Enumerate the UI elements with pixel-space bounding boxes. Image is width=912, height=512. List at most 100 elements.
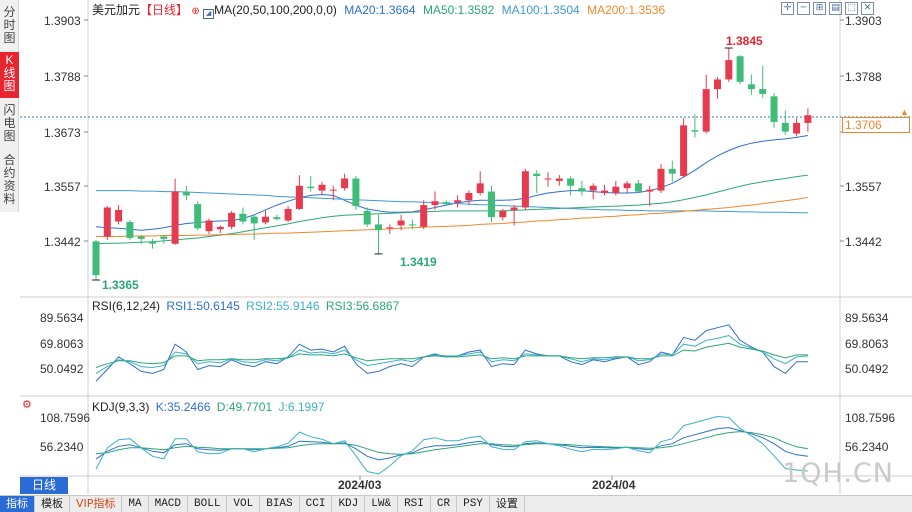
candle-body <box>284 208 292 221</box>
kdj_k-line <box>95 427 808 461</box>
candle-body <box>228 212 236 227</box>
indicator-tab-bar: 指标 模板 VIP指标 MA MACD BOLL VOL BIAS CCI KD… <box>0 495 912 512</box>
price-arrow-icon: ▲ <box>900 107 909 117</box>
zoom-out-icon[interactable]: ─ <box>797 2 810 15</box>
candle-body <box>680 125 688 177</box>
candle-body <box>363 210 371 225</box>
ma100-value: MA100:1.3504 <box>501 3 580 17</box>
kdj-k-value: K:35.2466 <box>155 400 211 414</box>
kdj-title: KDJ(9,3,3) <box>92 400 150 414</box>
candle-body <box>793 122 801 134</box>
right-axis-label: 1.3442 <box>845 235 882 249</box>
kdj-legend: KDJ(9,3,3) K:35.2466 D:49.7701 J:6.1997 <box>92 400 325 414</box>
close-icon[interactable]: ✕ <box>861 2 874 15</box>
candle-body <box>567 178 575 186</box>
tab-flash[interactable]: 闪电图 <box>3 103 16 143</box>
tab-contract-info[interactable]: 合约资料 <box>3 153 16 206</box>
candle-body <box>668 168 676 174</box>
tab-psy[interactable]: PSY <box>457 496 490 512</box>
left-axis-label: 1.3557 <box>44 180 81 194</box>
kdj-axis-label-right: 108.7596 <box>845 411 896 425</box>
period-tab-daily[interactable]: 日线 <box>20 477 68 494</box>
tab-boll[interactable]: BOLL <box>188 496 228 512</box>
tab-timeshare[interactable]: 分时图 <box>3 5 16 45</box>
right-axis-label: 1.3788 <box>845 70 882 84</box>
right-axis-label: 1.3557 <box>845 180 882 194</box>
candle-body <box>544 178 552 180</box>
candle-body <box>714 79 721 90</box>
candle-body <box>205 220 213 232</box>
candle-body <box>736 56 744 82</box>
candle-body <box>759 89 767 94</box>
tile-icon[interactable]: ▤ <box>829 2 842 15</box>
settings-icon[interactable]: ⊕ <box>191 6 200 17</box>
left-axis-label: 1.3903 <box>44 14 81 28</box>
move-icon[interactable]: ⊞ <box>813 2 826 15</box>
candle-body <box>657 168 665 191</box>
left-axis-label: 1.3673 <box>44 126 81 140</box>
candle-body <box>533 173 541 177</box>
moving-averages <box>95 135 808 245</box>
candle-body <box>499 210 507 218</box>
current-price-tag: 1.3706 <box>842 117 910 133</box>
candle-body <box>149 241 156 244</box>
indicator-settings-icon[interactable]: ⚙ <box>22 399 32 411</box>
candle-body <box>92 241 100 276</box>
candle-body <box>250 216 258 224</box>
ma50-line <box>95 174 808 245</box>
candle-body <box>171 191 179 244</box>
candle-body <box>691 130 699 132</box>
fullscreen-icon[interactable]: ⬚ <box>845 2 858 15</box>
candle-body <box>352 178 360 207</box>
period-tag: 【日线】 <box>140 3 189 17</box>
tab-lw[interactable]: LW& <box>365 496 399 512</box>
tab-vip-indicators[interactable]: VIP指标 <box>70 496 123 512</box>
ma200-line <box>96 196 808 237</box>
symbol-name: 美元加元 <box>92 3 141 17</box>
tab-settings[interactable]: 设置 <box>490 496 525 512</box>
tab-bias[interactable]: BIAS <box>260 496 300 512</box>
low-price-label: 1.3365 <box>102 278 139 292</box>
tab-indicators[interactable]: 指标 <box>0 496 35 512</box>
candle-body <box>386 227 394 229</box>
rsi-legend: RSI(6,12,24) RSI1:50.6145 RSI2:55.9146 R… <box>92 299 399 313</box>
rsi-axis-label: 89.5634 <box>40 311 84 325</box>
tab-templates[interactable]: 模板 <box>35 496 70 512</box>
tab-cr[interactable]: CR <box>431 496 458 512</box>
tab-cci[interactable]: CCI <box>300 496 333 512</box>
candle-body <box>476 183 484 194</box>
ma20-value: MA20:1.3664 <box>344 3 416 17</box>
left-axis-label: 1.3442 <box>44 235 81 249</box>
rsi3-value: RSI3:56.6867 <box>325 299 400 313</box>
tab-vol[interactable]: VOL <box>227 496 261 512</box>
kdj_d-line <box>95 431 808 455</box>
candle-body <box>804 115 812 123</box>
crosshair-icon[interactable]: ✛ <box>781 2 794 15</box>
swing-low-label: 1.3419 <box>400 255 437 269</box>
candle-body <box>160 236 168 239</box>
rsi-axis-label-right: 50.0492 <box>845 362 889 376</box>
tab-kdj[interactable]: KDJ <box>332 496 366 512</box>
candle-body <box>194 204 202 229</box>
rsi-axis-label: 69.8063 <box>40 337 84 351</box>
rsi1-line <box>95 324 808 382</box>
kdj-axis-label: 56.2340 <box>40 440 84 454</box>
candle-body <box>126 222 134 238</box>
kdj-axis-label-right: 56.2340 <box>845 440 889 454</box>
rsi2-value: RSI2:55.9146 <box>246 299 320 313</box>
tab-macd[interactable]: MACD <box>149 496 189 512</box>
candle-body <box>578 188 586 192</box>
candlesticks <box>92 48 812 280</box>
ma20-line <box>95 135 808 231</box>
rsi-axis-label: 50.0492 <box>40 362 84 376</box>
date-label: 2024/03 <box>338 478 382 492</box>
tab-rsi[interactable]: RSI <box>398 496 431 512</box>
candle-body <box>623 183 631 189</box>
chart-canvas[interactable] <box>0 0 912 495</box>
candle-body <box>702 89 710 132</box>
ma-toggle-icon[interactable]: ◢ <box>203 9 215 19</box>
tab-ma[interactable]: MA <box>122 496 149 512</box>
candle-body <box>408 224 416 226</box>
